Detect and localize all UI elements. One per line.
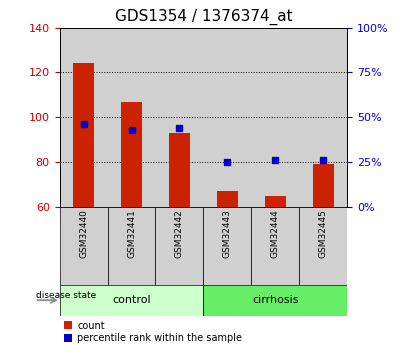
- Bar: [121, 101, 142, 207]
- Text: GSM32444: GSM32444: [271, 209, 280, 258]
- Text: GSM32441: GSM32441: [127, 209, 136, 258]
- Legend: count, percentile rank within the sample: count, percentile rank within the sample: [65, 321, 242, 344]
- Bar: [73, 63, 95, 207]
- Bar: [60, 28, 108, 207]
- Text: GSM32445: GSM32445: [319, 209, 328, 258]
- Bar: [203, 28, 252, 207]
- Bar: [312, 164, 334, 207]
- Bar: [299, 28, 347, 207]
- Text: control: control: [112, 295, 151, 305]
- Text: GSM32440: GSM32440: [79, 209, 88, 258]
- Bar: [299, 207, 347, 285]
- Bar: [108, 207, 155, 285]
- Bar: [252, 28, 299, 207]
- Text: cirrhosis: cirrhosis: [252, 295, 299, 305]
- Bar: [155, 28, 203, 207]
- Bar: [155, 207, 203, 285]
- Bar: [265, 196, 286, 207]
- Bar: [217, 191, 238, 207]
- Title: GDS1354 / 1376374_at: GDS1354 / 1376374_at: [115, 9, 292, 25]
- Bar: [60, 207, 108, 285]
- Bar: [252, 207, 299, 285]
- Bar: [108, 28, 155, 207]
- Text: GSM32442: GSM32442: [175, 209, 184, 258]
- Bar: [169, 133, 190, 207]
- Bar: [203, 285, 347, 316]
- Text: GSM32443: GSM32443: [223, 209, 232, 258]
- Text: disease state: disease state: [36, 291, 96, 300]
- Bar: [203, 207, 252, 285]
- Bar: [60, 285, 203, 316]
